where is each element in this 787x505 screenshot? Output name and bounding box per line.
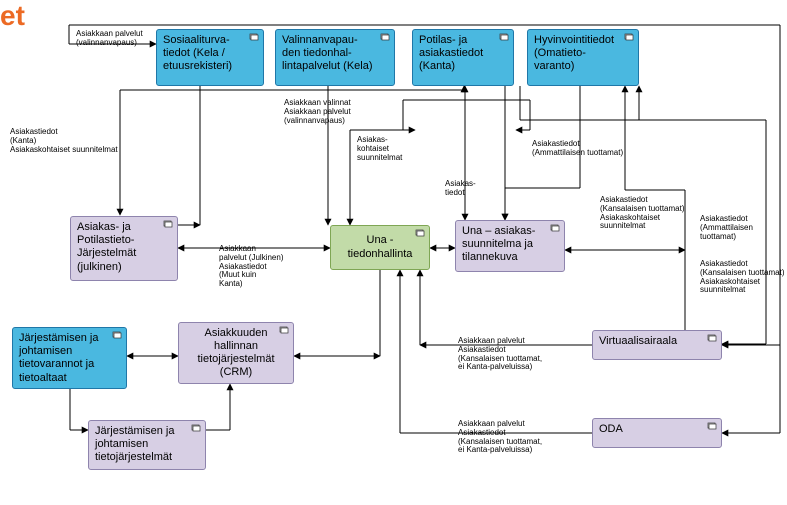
node-n_oda: ODA [592, 418, 722, 448]
edge-label-l11: Asiakkaan palvelut Asiakastiedot (Kansal… [458, 337, 542, 372]
node-label: Asiakas- ja Potilastieto- Järjestelmät (… [77, 221, 136, 274]
edge-label-l12: Asiakkaan palvelut Asiakastiedot (Kansal… [458, 420, 542, 455]
node-label: Järjestämisen ja johtamisen tietovaranno… [19, 332, 98, 385]
content-icon [279, 326, 289, 334]
node-label: Asiakkuuden hallinnan tietojärjestelmät … [197, 327, 274, 380]
edge-label-l7: Asiakastiedot (Kansalaisen tuottamat) As… [600, 196, 685, 231]
node-label: Una – asiakas- suunnitelma ja tilannekuv… [462, 225, 535, 265]
content-icon [707, 422, 717, 430]
node-n_valinnan: Valinnanvapau- den tiedonhal- lintapalve… [275, 29, 395, 86]
content-icon [249, 33, 259, 41]
content-icon [499, 33, 509, 41]
node-n_crm: Asiakkuuden hallinnan tietojärjestelmät … [178, 322, 294, 384]
edge-label-l10: Asiakkaan palvelut (Julkinen) Asiakastie… [219, 245, 283, 289]
node-label: Virtuaalisairaala [599, 335, 677, 348]
node-label: Järjestämisen ja johtamisen tietojärjest… [95, 425, 174, 465]
node-label: Sosiaaliturva- tiedot (Kela / etuusrekis… [163, 34, 232, 74]
node-label: Valinnanvapau- den tiedonhal- lintapalve… [282, 34, 373, 74]
node-label: Potilas- ja asiakastiedot (Kanta) [419, 34, 483, 74]
edge-label-l3: Asiakkaan valinnat Asiakkaan palvelut (v… [284, 99, 351, 125]
node-n_jarj_tj: Järjestämisen ja johtamisen tietojärjest… [88, 420, 206, 470]
edge-label-l2: Asiakastiedot (Kanta) Asiakaskohtaiset s… [10, 128, 118, 154]
content-icon [163, 220, 173, 228]
edge-label-l5: Asiakastiedot (Ammattilaisen tuottamat) [532, 140, 623, 158]
content-icon [415, 229, 425, 237]
content-icon [380, 33, 390, 41]
edge-label-l8: Asiakastiedot (Ammattilaisen tuottamat) [700, 215, 787, 241]
content-icon [624, 33, 634, 41]
node-n_hyvin: Hyvinvointitiedot (Omatieto- varanto) [527, 29, 639, 86]
edge-label-l1: Asiakkaan palvelut (valinnanvapaus) [76, 30, 143, 48]
content-icon [550, 224, 560, 232]
content-icon [707, 334, 717, 342]
node-n_asiakas_pot: Asiakas- ja Potilastieto- Järjestelmät (… [70, 216, 178, 281]
partial-title: et [0, 0, 25, 32]
edge-label-l4: Asiakas- kohtaiset suunnitelmat [357, 136, 402, 162]
edge-label-l9: Asiakastiedot (Kansalaisen tuottamat) As… [700, 260, 785, 295]
node-n_una_as: Una – asiakas- suunnitelma ja tilannekuv… [455, 220, 565, 272]
node-n_una_th: Una - tiedonhallinta [330, 225, 430, 270]
content-icon [112, 331, 122, 339]
node-n_virtuaali: Virtuaalisairaala [592, 330, 722, 360]
node-n_potilas: Potilas- ja asiakastiedot (Kanta) [412, 29, 514, 86]
edge-label-l6: Asiakas- tiedot [445, 180, 476, 198]
node-label: Una - tiedonhallinta [348, 234, 413, 260]
node-n_jarj_var: Järjestämisen ja johtamisen tietovaranno… [12, 327, 127, 389]
node-label: Hyvinvointitiedot (Omatieto- varanto) [534, 34, 614, 74]
node-n_sosiaali: Sosiaaliturva- tiedot (Kela / etuusrekis… [156, 29, 264, 86]
content-icon [191, 424, 201, 432]
node-label: ODA [599, 423, 623, 436]
